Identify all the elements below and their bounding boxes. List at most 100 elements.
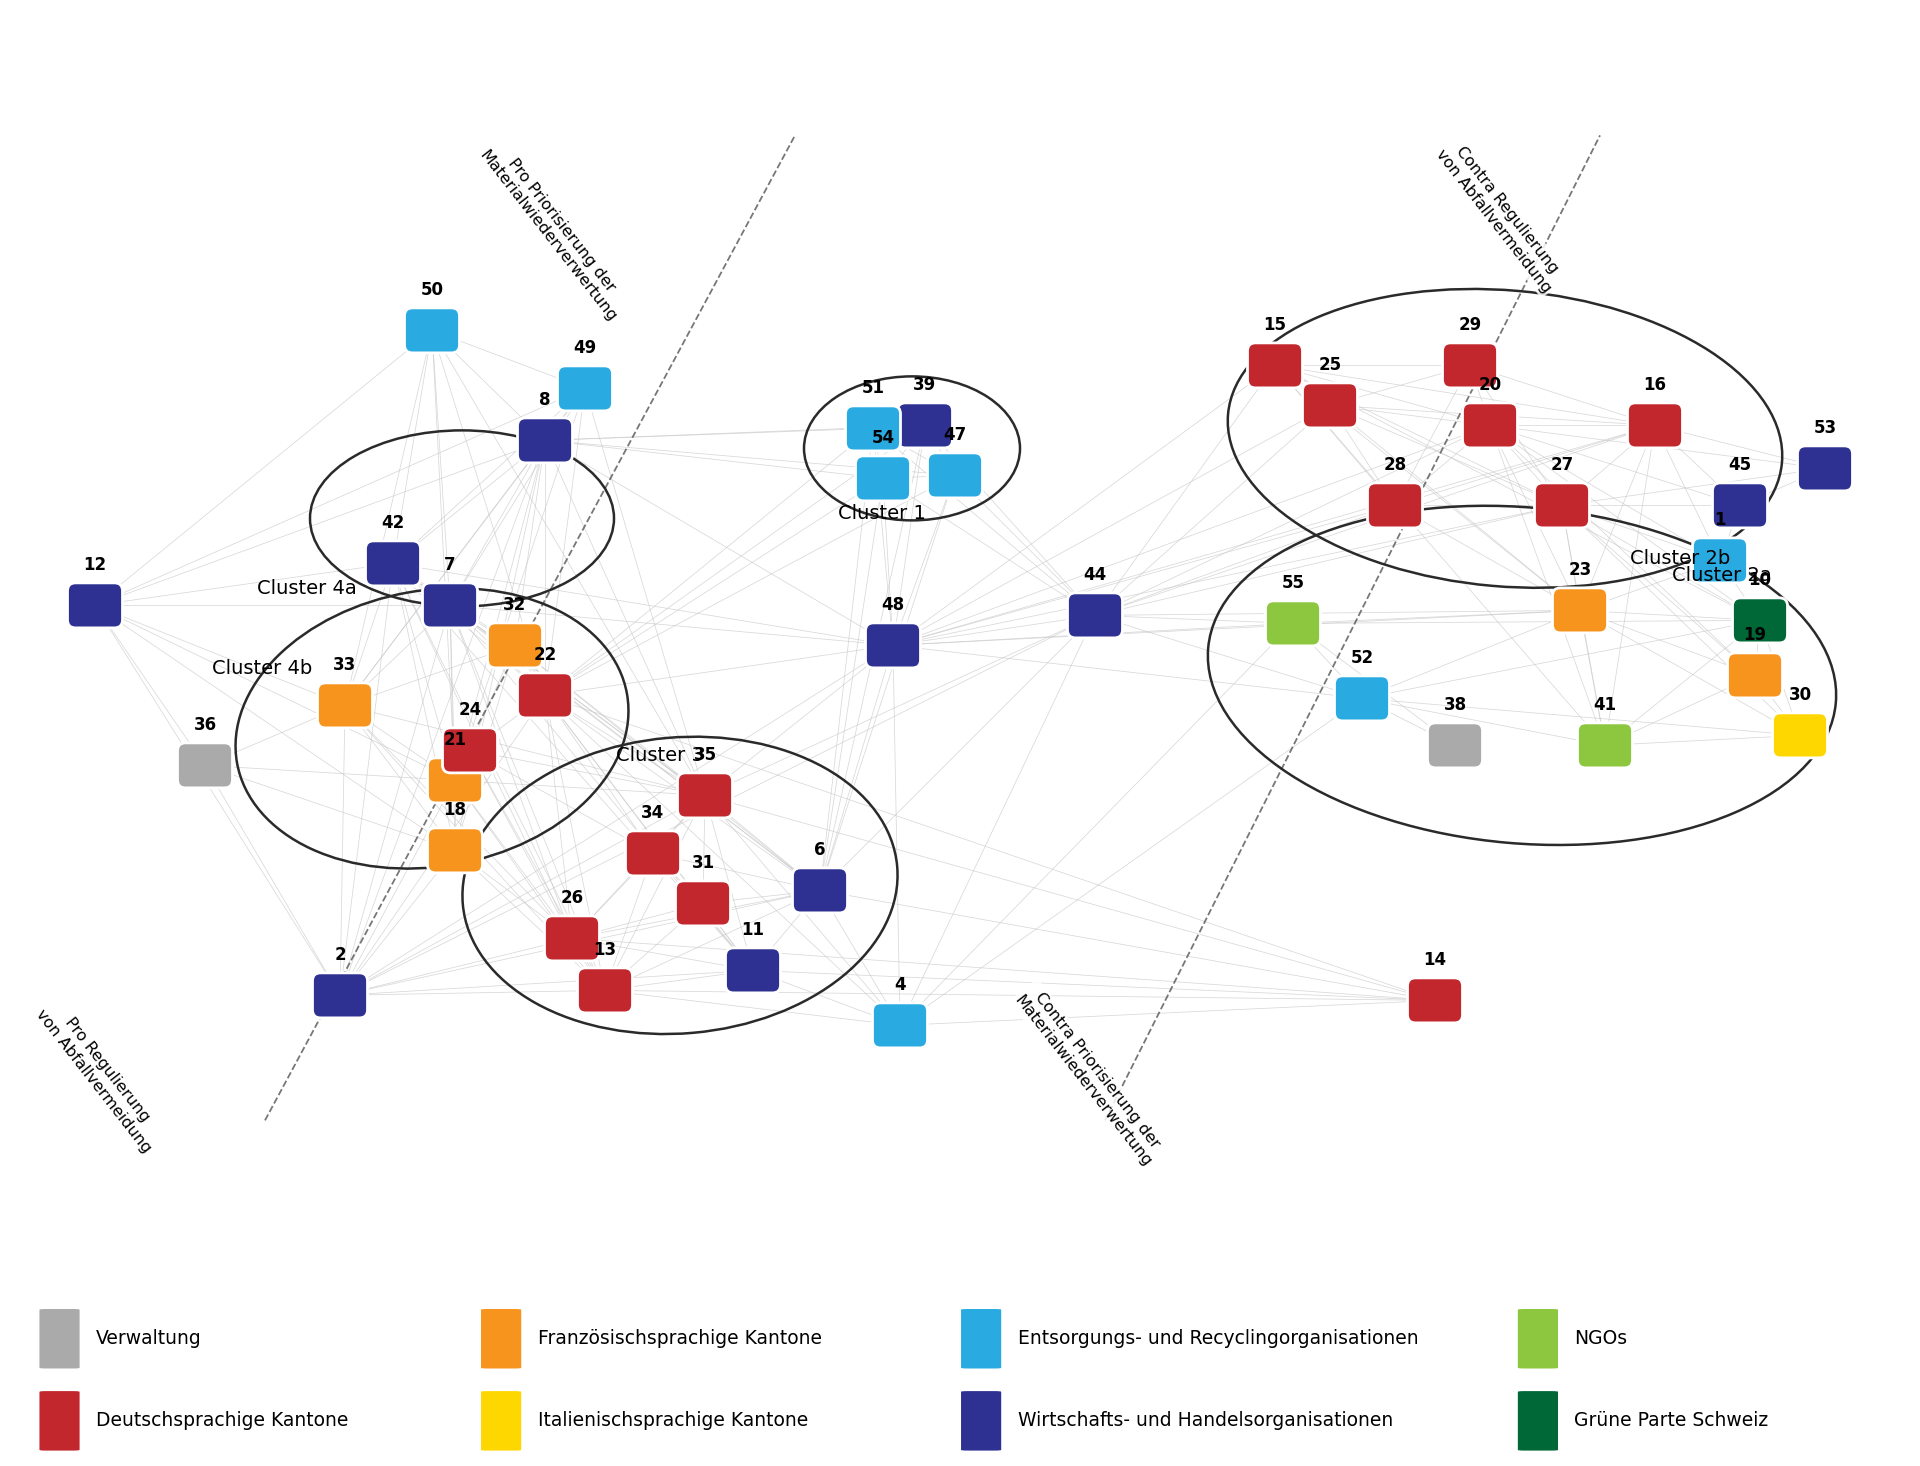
FancyBboxPatch shape xyxy=(557,366,612,410)
Text: 22: 22 xyxy=(534,647,557,664)
Text: 8: 8 xyxy=(540,391,551,409)
Text: 28: 28 xyxy=(1384,456,1407,474)
FancyBboxPatch shape xyxy=(38,1308,81,1369)
FancyBboxPatch shape xyxy=(518,418,572,463)
Text: Verwaltung: Verwaltung xyxy=(96,1330,202,1349)
FancyBboxPatch shape xyxy=(960,1308,1002,1369)
Text: 29: 29 xyxy=(1459,315,1482,334)
FancyBboxPatch shape xyxy=(1517,1308,1559,1369)
Text: Pro Priorisierung der
Materialwiederverwertung: Pro Priorisierung der Materialwiederverw… xyxy=(476,136,634,324)
Text: 35: 35 xyxy=(693,746,716,764)
Text: NGOs: NGOs xyxy=(1574,1330,1628,1349)
Text: 31: 31 xyxy=(691,853,714,872)
FancyBboxPatch shape xyxy=(1693,538,1747,583)
FancyBboxPatch shape xyxy=(1248,343,1302,388)
Text: Deutschsprachige Kantone: Deutschsprachige Kantone xyxy=(96,1412,348,1431)
FancyBboxPatch shape xyxy=(1517,1390,1559,1451)
Text: 32: 32 xyxy=(503,595,526,614)
FancyBboxPatch shape xyxy=(626,831,680,875)
FancyBboxPatch shape xyxy=(1463,403,1517,449)
Text: 7: 7 xyxy=(444,556,455,573)
FancyBboxPatch shape xyxy=(545,916,599,960)
Text: 24: 24 xyxy=(459,701,482,718)
Text: 23: 23 xyxy=(1569,561,1592,579)
Text: 41: 41 xyxy=(1594,696,1617,714)
Text: 20: 20 xyxy=(1478,375,1501,394)
Text: Grüne Parte Schweiz: Grüne Parte Schweiz xyxy=(1574,1412,1768,1431)
FancyBboxPatch shape xyxy=(845,406,900,452)
Text: Cluster 2b: Cluster 2b xyxy=(1630,548,1730,567)
Text: Französischsprachige Kantone: Französischsprachige Kantone xyxy=(538,1330,822,1349)
Text: 55: 55 xyxy=(1281,573,1304,592)
FancyBboxPatch shape xyxy=(518,673,572,718)
Text: Entsorgungs- und Recyclingorganisationen: Entsorgungs- und Recyclingorganisationen xyxy=(1018,1330,1419,1349)
Text: Cluster 2a: Cluster 2a xyxy=(1672,566,1772,585)
Text: 4: 4 xyxy=(895,976,906,994)
FancyBboxPatch shape xyxy=(927,453,983,498)
Text: 45: 45 xyxy=(1728,456,1751,474)
FancyBboxPatch shape xyxy=(1732,598,1788,644)
FancyBboxPatch shape xyxy=(1628,403,1682,449)
Text: 48: 48 xyxy=(881,595,904,614)
FancyBboxPatch shape xyxy=(428,758,482,803)
FancyBboxPatch shape xyxy=(38,1390,81,1451)
Text: 13: 13 xyxy=(593,941,616,959)
FancyBboxPatch shape xyxy=(1713,482,1768,528)
FancyBboxPatch shape xyxy=(866,623,920,668)
Text: 6: 6 xyxy=(814,841,826,859)
Text: 42: 42 xyxy=(382,515,405,532)
Text: 30: 30 xyxy=(1788,686,1812,704)
Text: Cluster 4b: Cluster 4b xyxy=(211,658,313,677)
FancyBboxPatch shape xyxy=(678,773,733,818)
Text: 26: 26 xyxy=(561,888,584,907)
FancyBboxPatch shape xyxy=(578,968,632,1013)
FancyBboxPatch shape xyxy=(1302,383,1357,428)
Text: 54: 54 xyxy=(872,430,895,447)
FancyBboxPatch shape xyxy=(177,743,232,787)
FancyBboxPatch shape xyxy=(317,683,372,729)
Text: Contra Regulierung
von Abfallvermeidung: Contra Regulierung von Abfallvermeidung xyxy=(1432,135,1567,295)
Text: 15: 15 xyxy=(1263,315,1286,334)
FancyBboxPatch shape xyxy=(1534,482,1590,528)
Text: 38: 38 xyxy=(1444,696,1467,714)
Text: 19: 19 xyxy=(1743,626,1766,644)
FancyBboxPatch shape xyxy=(442,729,497,773)
FancyBboxPatch shape xyxy=(480,1390,522,1451)
Text: 39: 39 xyxy=(914,375,937,394)
FancyBboxPatch shape xyxy=(1334,676,1390,721)
FancyBboxPatch shape xyxy=(365,541,420,586)
Text: Cluster 3: Cluster 3 xyxy=(616,746,705,765)
Text: 16: 16 xyxy=(1644,375,1667,394)
Text: 44: 44 xyxy=(1083,566,1106,583)
FancyBboxPatch shape xyxy=(1407,978,1463,1023)
Text: 21: 21 xyxy=(444,732,467,749)
FancyBboxPatch shape xyxy=(793,868,847,913)
FancyBboxPatch shape xyxy=(1442,343,1498,388)
Text: 36: 36 xyxy=(194,715,217,734)
Text: 10: 10 xyxy=(1749,570,1772,589)
Text: Cluster 4a: Cluster 4a xyxy=(257,579,357,598)
Text: 47: 47 xyxy=(943,427,966,444)
Text: 11: 11 xyxy=(741,921,764,938)
FancyBboxPatch shape xyxy=(488,623,543,668)
Text: Wirtschafts- und Handelsorganisationen: Wirtschafts- und Handelsorganisationen xyxy=(1018,1412,1392,1431)
Text: Contra Priorisierung der
Materialwiederverwertung: Contra Priorisierung der Materialwiederv… xyxy=(1012,982,1167,1170)
Text: 51: 51 xyxy=(862,378,885,397)
Text: 18: 18 xyxy=(444,800,467,819)
Text: 52: 52 xyxy=(1350,649,1373,667)
Text: 25: 25 xyxy=(1319,356,1342,374)
Text: 49: 49 xyxy=(574,339,597,356)
FancyBboxPatch shape xyxy=(1068,592,1123,638)
FancyBboxPatch shape xyxy=(1265,601,1321,647)
FancyBboxPatch shape xyxy=(1553,588,1607,633)
FancyBboxPatch shape xyxy=(1367,482,1423,528)
Text: 12: 12 xyxy=(83,556,108,573)
Text: 2: 2 xyxy=(334,946,346,963)
FancyBboxPatch shape xyxy=(676,881,730,927)
Text: Italienischsprachige Kantone: Italienischsprachige Kantone xyxy=(538,1412,808,1431)
FancyBboxPatch shape xyxy=(1772,712,1828,758)
FancyBboxPatch shape xyxy=(960,1390,1002,1451)
Text: Cluster 1: Cluster 1 xyxy=(837,504,925,523)
FancyBboxPatch shape xyxy=(480,1308,522,1369)
Text: Pro Regulierung
von Abfallvermeidung: Pro Regulierung von Abfallvermeidung xyxy=(33,995,167,1155)
